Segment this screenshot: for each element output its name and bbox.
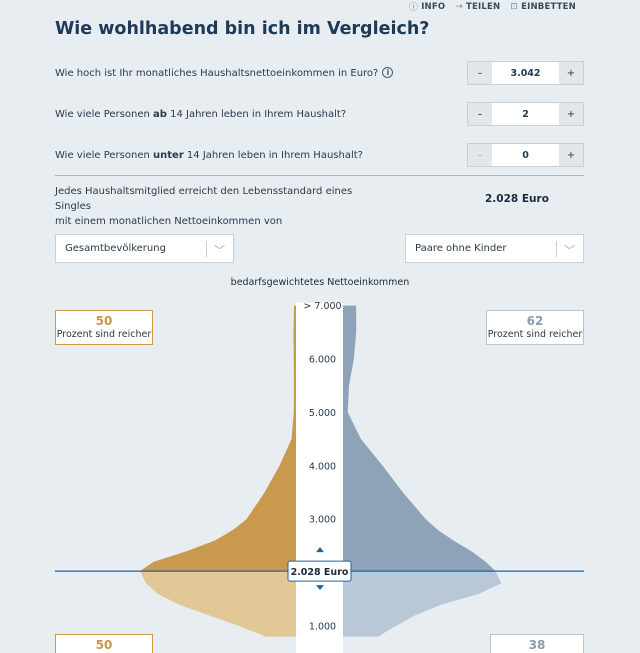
info-icon[interactable]: i — [382, 67, 394, 78]
children-stepper: – 0 + — [467, 143, 584, 167]
arrow-right-icon: → — [455, 1, 464, 12]
left-badge-richer: 50 Prozent sind reicher — [55, 310, 153, 345]
group-select-right-value: Paare ohne Kinder — [415, 243, 507, 254]
children-q-pre: Wie viele Personen — [55, 149, 154, 161]
adults-increment-button[interactable]: + — [559, 103, 583, 125]
right-lower-area — [343, 571, 502, 637]
share-label: TEILEN — [466, 1, 501, 12]
embed-icon: ⊡ — [510, 1, 519, 12]
embed-label: EINBETTEN — [521, 1, 576, 12]
divider — [55, 175, 584, 176]
income-question: Wie hoch ist Ihr monatliches Haushaltsne… — [55, 67, 394, 79]
result-text-line2: mit einem monatlichen Nettoeinkommen von — [55, 216, 283, 227]
adults-q-bold: ab — [153, 108, 167, 120]
right-badge-richer: 62 Prozent sind reicher — [486, 310, 584, 345]
income-decrement-button[interactable]: – — [468, 62, 492, 84]
y-tick-label: 1.000 — [309, 622, 336, 633]
left-badge-richer-label: Prozent sind reicher — [56, 329, 152, 340]
children-increment-button[interactable]: + — [559, 144, 583, 166]
right-upper-area — [343, 305, 496, 572]
right-badge-richer-value: 62 — [526, 314, 544, 328]
income-input[interactable]: 3.042 — [510, 67, 541, 79]
y-tick-label: > 7.000 — [303, 301, 341, 312]
share-button[interactable]: → TEILEN — [455, 0, 500, 13]
children-q-post: 14 Jahren leben in Ihrem Haushalt? — [183, 149, 363, 161]
info-button[interactable]: ⓘ INFO — [408, 0, 446, 14]
marker-handle[interactable] — [287, 560, 352, 582]
drag-down-icon[interactable] — [316, 585, 324, 591]
y-tick-label: 6.000 — [309, 355, 336, 366]
group-select-left[interactable]: Gesamtbevölkerung ﹀ — [55, 234, 234, 263]
income-increment-button[interactable]: + — [559, 62, 583, 84]
children-q-bold: unter — [153, 149, 184, 161]
group-select-right[interactable]: Paare ohne Kinder ﹀ — [405, 234, 584, 263]
page-title: Wie wohlhabend bin ich im Vergleich? — [55, 19, 430, 39]
income-question-text: Wie hoch ist Ihr monatliches Haushaltsne… — [55, 68, 379, 79]
right-badge-poorer-value: 38 — [528, 638, 546, 652]
select-separator — [556, 241, 557, 257]
group-select-left-value: Gesamtbevölkerung — [65, 243, 166, 254]
adults-decrement-button[interactable]: – — [468, 103, 492, 125]
y-tick-label: 3.000 — [309, 515, 336, 526]
left-lower-area — [140, 571, 296, 637]
income-row: Wie hoch ist Ihr monatliches Haushaltsne… — [55, 61, 584, 85]
top-toolbar: ⓘ INFO → TEILEN ⊡ EINBETTEN — [408, 0, 576, 14]
drag-up-icon[interactable] — [316, 547, 324, 553]
income-stepper: – 3.042 + — [467, 61, 584, 85]
adults-row: Wie viele Personen ab 14 Jahren leben in… — [55, 102, 584, 126]
left-badge-poorer-value: 50 — [95, 638, 113, 652]
adults-q-pre: Wie viele Personen — [55, 108, 154, 120]
children-decrement-button[interactable]: – — [468, 144, 492, 166]
adults-input[interactable]: 2 — [522, 108, 529, 120]
children-question: Wie viele Personen unter 14 Jahren leben… — [55, 150, 363, 161]
right-badge-richer-label: Prozent sind reicher — [487, 329, 583, 340]
y-tick-label: 4.000 — [309, 461, 336, 472]
left-upper-area — [140, 305, 296, 572]
right-badge-poorer: 38 — [490, 634, 584, 653]
left-badge-poorer: 50 — [55, 634, 153, 653]
chart-title: bedarfsgewichtetes Nettoeinkommen — [230, 277, 410, 288]
chevron-down-icon: ﹀ — [214, 244, 225, 257]
left-badge-richer-value: 50 — [95, 314, 113, 328]
result-text-line1: Jedes Haushaltsmitglied erreicht den Leb… — [55, 186, 353, 212]
adults-q-post: 14 Jahren leben in Ihrem Haushalt? — [166, 108, 347, 120]
marker-label: 2.028 Euro — [291, 567, 349, 578]
embed-button[interactable]: ⊡ EINBETTEN — [510, 0, 576, 13]
info-circle-icon: ⓘ — [408, 3, 419, 13]
children-row: Wie viele Personen unter 14 Jahren leben… — [55, 143, 584, 167]
adults-question: Wie viele Personen ab 14 Jahren leben in… — [55, 109, 346, 120]
info-label: INFO — [421, 1, 446, 12]
chevron-down-icon: ﹀ — [564, 244, 575, 257]
axis-column — [296, 302, 343, 653]
adults-stepper: – 2 + — [467, 102, 584, 126]
select-separator — [206, 241, 207, 257]
y-tick-label: 5.000 — [309, 408, 336, 419]
children-input[interactable]: 0 — [522, 149, 529, 161]
result-description: Jedes Haushaltsmitglied erreicht den Leb… — [55, 184, 385, 229]
result-value: 2.028 Euro — [485, 193, 549, 205]
